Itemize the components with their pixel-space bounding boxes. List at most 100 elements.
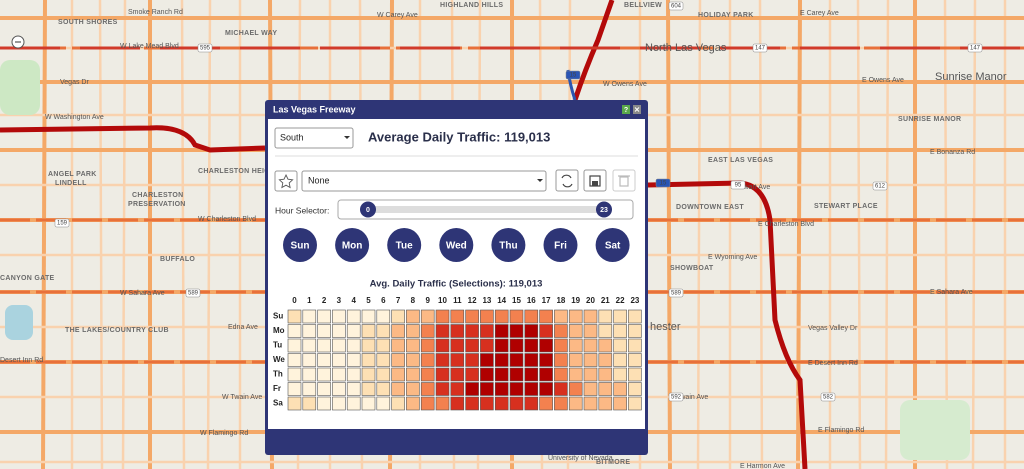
direction-dropdown[interactable]: South [274, 127, 354, 149]
heatmap-cell[interactable] [406, 309, 420, 324]
heatmap-cell[interactable] [539, 338, 553, 353]
heatmap-cell[interactable] [554, 396, 568, 411]
heatmap-cell[interactable] [346, 353, 361, 367]
heatmap-cell[interactable] [509, 382, 524, 396]
heatmap-cell[interactable] [494, 309, 509, 324]
heatmap-cell[interactable] [494, 367, 509, 382]
heatmap-cell[interactable] [480, 309, 494, 324]
heatmap-cell[interactable] [509, 324, 524, 338]
heatmap-cell[interactable] [583, 396, 598, 411]
heatmap-cell[interactable] [568, 382, 583, 396]
day-button[interactable]: Mon [335, 228, 370, 262]
heatmap-cell[interactable] [435, 367, 450, 382]
heatmap-cell[interactable] [524, 353, 539, 367]
heatmap-cell[interactable] [346, 382, 361, 396]
close-button[interactable] [633, 105, 641, 114]
heatmap-cell[interactable] [376, 324, 391, 338]
heatmap-cell[interactable] [376, 396, 391, 411]
heatmap-cell[interactable] [361, 309, 376, 324]
heatmap-cell[interactable] [332, 324, 346, 338]
heatmap-cell[interactable] [376, 382, 391, 396]
heatmap-cell[interactable] [509, 353, 524, 367]
heatmap-cell[interactable] [494, 353, 509, 367]
heatmap-cell[interactable] [346, 396, 361, 411]
selection-dropdown[interactable]: None [301, 170, 547, 192]
heatmap-cell[interactable] [302, 309, 317, 324]
heatmap-cell[interactable] [361, 382, 376, 396]
heatmap-cell[interactable] [450, 382, 465, 396]
heatmap-cell[interactable] [524, 396, 539, 411]
heatmap-cell[interactable] [420, 367, 435, 382]
heatmap-cell[interactable] [317, 396, 331, 411]
day-button[interactable]: Wed [439, 228, 474, 262]
heatmap-cell[interactable] [568, 353, 583, 367]
heatmap-cell[interactable] [406, 367, 420, 382]
heatmap-cell[interactable] [480, 324, 494, 338]
heatmap-cell[interactable] [420, 353, 435, 367]
heatmap-cell[interactable] [435, 338, 450, 353]
heatmap-cell[interactable] [361, 353, 376, 367]
heatmap-cell[interactable] [287, 324, 302, 338]
heatmap-cell[interactable] [554, 382, 568, 396]
heatmap-cell[interactable] [332, 309, 346, 324]
heatmap-cell[interactable] [361, 324, 376, 338]
heatmap-cell[interactable] [524, 367, 539, 382]
heatmap-cell[interactable] [287, 309, 302, 324]
heatmap-cell[interactable] [332, 382, 346, 396]
heatmap-cell[interactable] [332, 396, 346, 411]
heatmap-cell[interactable] [598, 382, 613, 396]
heatmap-cell[interactable] [494, 396, 509, 411]
heatmap-cell[interactable] [450, 353, 465, 367]
heatmap-cell[interactable] [346, 324, 361, 338]
heatmap-cell[interactable] [554, 324, 568, 338]
heatmap-cell[interactable] [524, 382, 539, 396]
heatmap-cell[interactable] [346, 367, 361, 382]
heatmap-cell[interactable] [598, 309, 613, 324]
heatmap-cell[interactable] [568, 396, 583, 411]
heatmap-cell[interactable] [583, 367, 598, 382]
heatmap-cell[interactable] [628, 324, 642, 338]
heatmap-cell[interactable] [494, 324, 509, 338]
heatmap-cell[interactable] [524, 338, 539, 353]
heatmap-cell[interactable] [420, 382, 435, 396]
heatmap-cell[interactable] [391, 367, 405, 382]
heatmap-cell[interactable] [568, 338, 583, 353]
heatmap-cell[interactable] [435, 324, 450, 338]
heatmap-cell[interactable] [583, 309, 598, 324]
heatmap-cell[interactable] [480, 338, 494, 353]
heatmap-cell[interactable] [332, 367, 346, 382]
heatmap-cell[interactable] [539, 382, 553, 396]
heatmap-cell[interactable] [465, 396, 479, 411]
heatmap-cell[interactable] [568, 367, 583, 382]
heatmap-cell[interactable] [435, 396, 450, 411]
heatmap-cell[interactable] [568, 324, 583, 338]
zoom-out-button[interactable] [11, 35, 25, 49]
heatmap-cell[interactable] [539, 367, 553, 382]
heatmap-cell[interactable] [332, 353, 346, 367]
heatmap-cell[interactable] [317, 324, 331, 338]
heatmap-cell[interactable] [554, 367, 568, 382]
heatmap-cell[interactable] [287, 338, 302, 353]
heatmap-cell[interactable] [420, 324, 435, 338]
heatmap-cell[interactable] [287, 367, 302, 382]
slider-knob[interactable]: 23 [596, 201, 612, 218]
heatmap-cell[interactable] [539, 309, 553, 324]
heatmap-cell[interactable] [613, 396, 627, 411]
heatmap-cell[interactable] [406, 324, 420, 338]
heatmap-cell[interactable] [509, 367, 524, 382]
heatmap-cell[interactable] [465, 353, 479, 367]
delete-button[interactable] [612, 169, 636, 192]
heatmap-cell[interactable] [465, 367, 479, 382]
heatmap-cell[interactable] [302, 338, 317, 353]
heatmap-cell[interactable] [583, 324, 598, 338]
heatmap-cell[interactable] [554, 353, 568, 367]
heatmap-cell[interactable] [435, 309, 450, 324]
heatmap-cell[interactable] [420, 309, 435, 324]
heatmap-cell[interactable] [406, 382, 420, 396]
heatmap-cell[interactable] [628, 396, 642, 411]
heatmap-cell[interactable] [583, 353, 598, 367]
heatmap-cell[interactable] [568, 309, 583, 324]
heatmap-cell[interactable] [361, 338, 376, 353]
refresh-button[interactable] [555, 169, 579, 192]
heatmap-cell[interactable] [406, 353, 420, 367]
